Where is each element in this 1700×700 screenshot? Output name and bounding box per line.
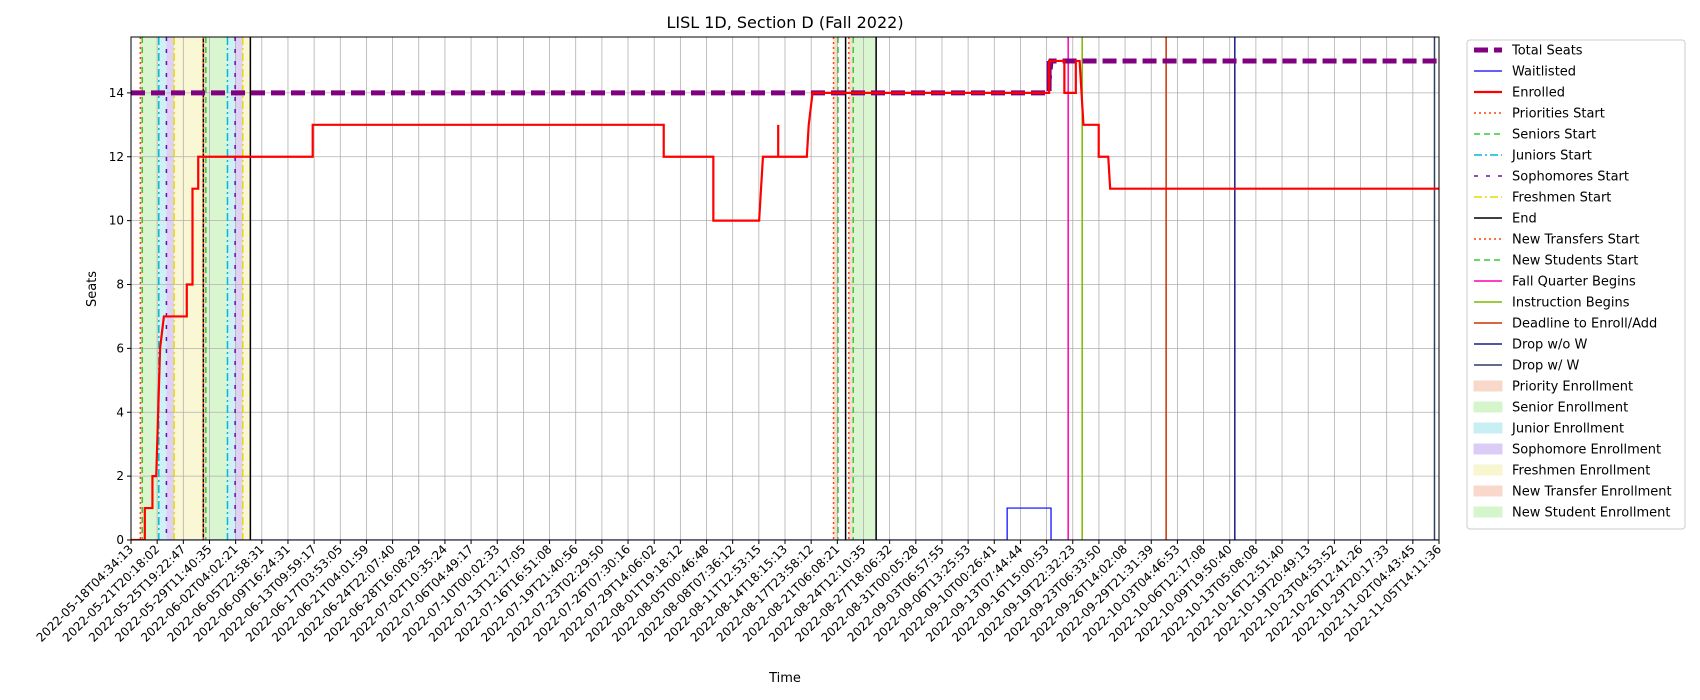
legend-new-transfer-enrollment-swatch: [1473, 485, 1503, 497]
chart-title: LISL 1D, Section D (Fall 2022): [666, 13, 903, 32]
legend-freshmen-enrollment-swatch: [1473, 464, 1503, 476]
y-tick-label: 10: [109, 214, 124, 228]
legend-box: [1466, 39, 1686, 530]
legend-sophomore-enrollment-swatch: [1473, 443, 1503, 455]
legend-sophomore-enrollment-label: Sophomore Enrollment: [1512, 443, 1661, 458]
legend-instruction-begins-label: Instruction Begins: [1512, 296, 1630, 311]
y-tick-label: 4: [116, 405, 124, 419]
band-sophomore-enrollment: [235, 37, 243, 540]
y-axis-ticks: 0 2 4 6 8 10 12 14: [109, 86, 131, 547]
band-priority-enrollment: [203, 37, 206, 540]
legend-senior-enrollment-label: Senior Enrollment: [1512, 401, 1628, 416]
legend-junior-enrollment-swatch: [1473, 422, 1503, 434]
legend-new-student-enrollment-swatch: [1473, 506, 1503, 518]
legend-sophomores-start-label: Sophomores Start: [1512, 170, 1629, 185]
legend-new-student-enrollment-label: New Student Enrollment: [1512, 506, 1670, 521]
milestone-lines: [139, 37, 1436, 540]
series-waitlisted: [131, 507, 1439, 540]
series-enrolled: [131, 59, 1439, 540]
legend-new-transfer-enrollment-label: New Transfer Enrollment: [1512, 485, 1672, 500]
y-tick-label: 0: [116, 533, 124, 547]
legend-priority-enrollment-label: Priority Enrollment: [1512, 380, 1633, 395]
y-tick-label: 2: [116, 469, 124, 483]
band-new-transfer-enrollment: [833, 37, 838, 540]
legend-junior-enrollment-label: Junior Enrollment: [1511, 422, 1624, 437]
y-axis-title: Seats: [85, 271, 100, 307]
band-freshmen-enrollment: [174, 37, 204, 540]
legend-drop-w-o-w-label: Drop w/o W: [1512, 338, 1588, 353]
legend-priority-enrollment-swatch: [1473, 380, 1503, 392]
legend-deadline-to-enroll-add-label: Deadline to Enroll/Add: [1512, 317, 1657, 332]
band-freshmen-enrollment: [242, 37, 251, 540]
band-junior-enrollment: [158, 37, 167, 540]
band-senior-enrollment: [142, 37, 159, 540]
legend-seniors-start-label: Seniors Start: [1512, 128, 1596, 143]
band-new-transfer-enrollment: [848, 37, 854, 540]
legend-end-label: End: [1512, 212, 1537, 227]
x-axis-ticks: 2022-05-18T04:34:132022-05-21T20:18:0220…: [34, 540, 1444, 645]
legend-new-transfers-start-label: New Transfers Start: [1512, 233, 1639, 248]
y-tick-label: 6: [116, 341, 124, 355]
y-tick-label: 14: [109, 86, 124, 100]
legend-waitlisted-label: Waitlisted: [1512, 65, 1576, 80]
legend: Total Seats Waitlisted Enrolled Priorities …: [1466, 39, 1686, 530]
legend-drop-w-w-label: Drop w/ W: [1512, 359, 1580, 374]
legend-juniors-start-label: Juniors Start: [1511, 149, 1592, 164]
legend-senior-enrollment-swatch: [1473, 401, 1503, 413]
legend-total-seats-label: Total Seats: [1511, 44, 1583, 59]
grid-lines: [130, 37, 1440, 541]
legend-enrolled-label: Enrolled: [1512, 86, 1565, 101]
band-priority-enrollment: [140, 37, 143, 540]
band-new-student-enrollment: [853, 37, 877, 540]
x-axis-title: Time: [768, 671, 801, 686]
y-tick-label: 8: [116, 278, 124, 292]
enrollment-period-bands: [140, 37, 877, 540]
legend-priorities-start-label: Priorities Start: [1512, 107, 1605, 122]
legend-fall-quarter-begins-label: Fall Quarter Begins: [1512, 275, 1636, 290]
legend-freshmen-start-label: Freshmen Start: [1512, 191, 1611, 206]
band-senior-enrollment: [205, 37, 228, 540]
band-junior-enrollment: [227, 37, 236, 540]
series-lines: [131, 58, 1439, 540]
y-tick-label: 12: [109, 150, 124, 164]
band-sophomore-enrollment: [166, 37, 175, 540]
legend-freshmen-enrollment-label: Freshmen Enrollment: [1512, 464, 1650, 479]
legend-new-students-start-label: New Students Start: [1512, 254, 1638, 269]
